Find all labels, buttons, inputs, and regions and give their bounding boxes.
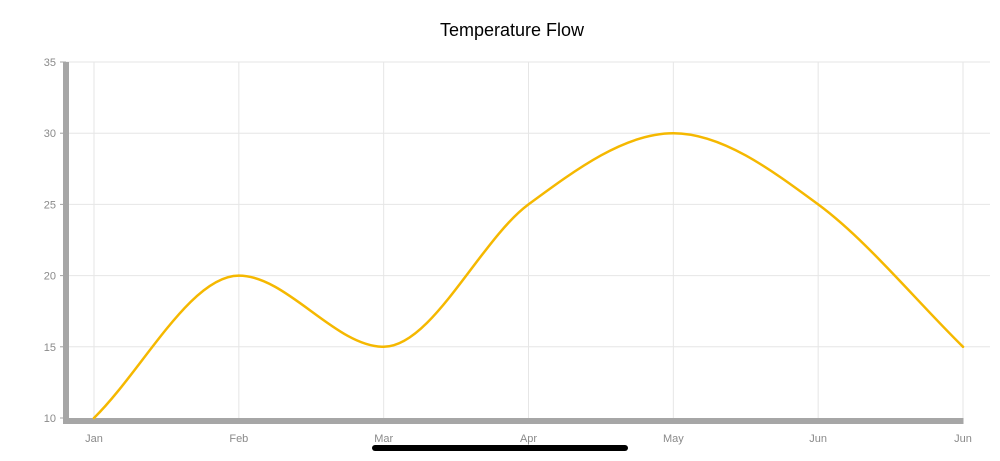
grid xyxy=(60,61,990,418)
data-point xyxy=(527,203,530,206)
x-tick-label: May xyxy=(663,433,684,445)
x-tick-label: Feb xyxy=(229,433,248,445)
data-point xyxy=(961,345,965,348)
chart-title: Temperature Flow xyxy=(439,20,585,40)
home-indicator[interactable] xyxy=(372,445,628,451)
x-tick-label: Apr xyxy=(520,433,537,445)
data-point xyxy=(382,345,385,348)
y-tick-label: 10 xyxy=(44,413,56,425)
y-tick-label: 35 xyxy=(44,57,56,69)
y-tick-label: 25 xyxy=(44,199,56,211)
x-tick-label: Jun xyxy=(809,433,827,445)
data-point xyxy=(816,203,820,206)
data-point xyxy=(237,274,241,277)
axes xyxy=(60,61,964,424)
x-tick-label: Jun xyxy=(954,433,972,445)
tick-labels: 10 15 20 25 30 35 Jan Feb Mar Apr May Jun Jun xyxy=(44,57,972,445)
y-tick-label: 15 xyxy=(44,342,56,354)
x-tick-label: Mar xyxy=(374,433,393,445)
y-tick-label: 30 xyxy=(44,128,56,140)
data-point xyxy=(92,416,96,420)
y-tick-label: 20 xyxy=(44,271,56,283)
x-tick-label: Jan xyxy=(85,433,103,445)
series-layer xyxy=(92,131,965,420)
data-point xyxy=(672,132,675,135)
